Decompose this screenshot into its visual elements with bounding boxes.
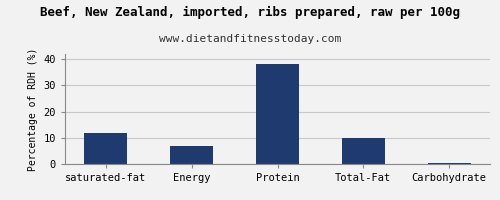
Bar bbox=[170, 146, 213, 164]
Text: Beef, New Zealand, imported, ribs prepared, raw per 100g: Beef, New Zealand, imported, ribs prepar… bbox=[40, 6, 460, 19]
Bar bbox=[256, 64, 299, 164]
Y-axis label: Percentage of RDH (%): Percentage of RDH (%) bbox=[28, 47, 38, 171]
Bar bbox=[342, 138, 385, 164]
Bar bbox=[84, 133, 127, 164]
Bar bbox=[428, 163, 470, 164]
Text: www.dietandfitnesstoday.com: www.dietandfitnesstoday.com bbox=[159, 34, 341, 44]
